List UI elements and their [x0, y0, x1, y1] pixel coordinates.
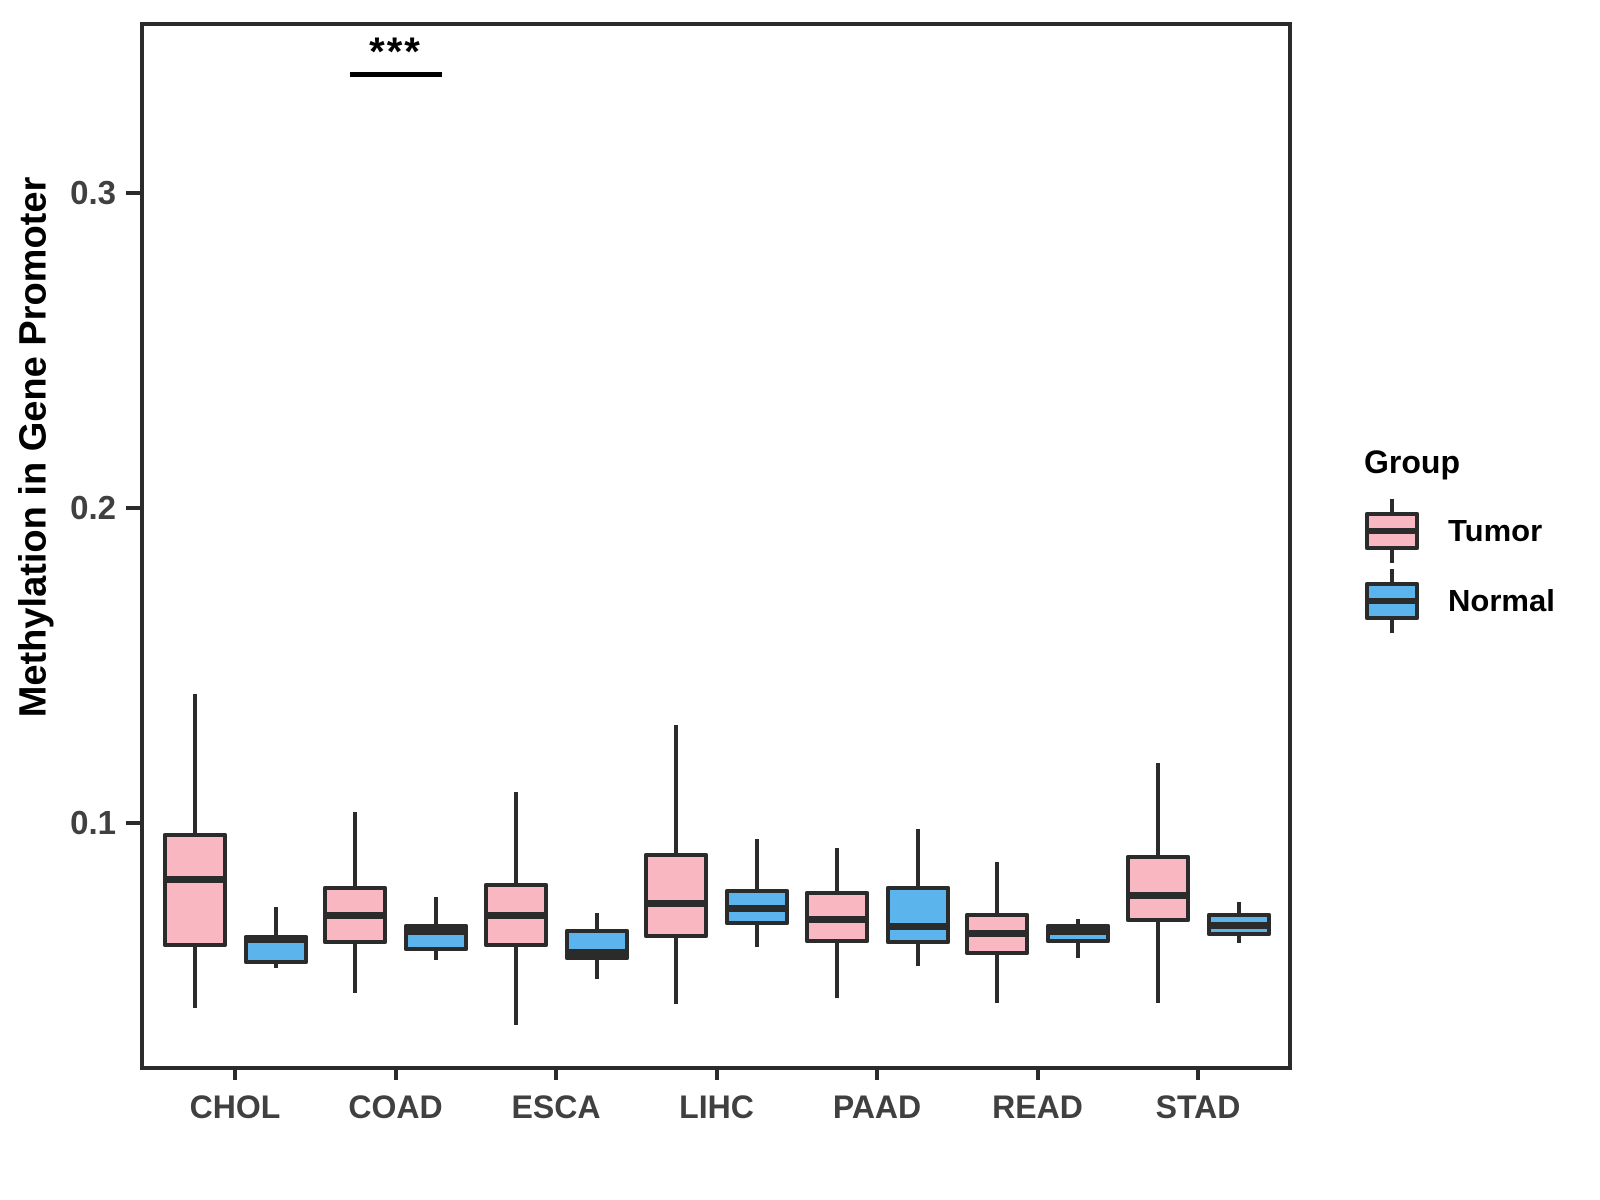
legend: Group Tumor Normal — [1362, 444, 1555, 639]
legend-boxplot-swatch-tumor — [1362, 499, 1422, 563]
y-axis-tick-label: 0.2 — [70, 489, 116, 526]
legend-item-tumor: Tumor — [1362, 499, 1555, 563]
box-tumor-lihc — [644, 852, 708, 938]
legend-rows: Tumor Normal — [1362, 499, 1555, 633]
y-axis-tick — [126, 191, 140, 195]
median-tumor-lihc — [644, 899, 708, 907]
x-axis-category-label: READ — [992, 1089, 1083, 1125]
median-normal-esca — [564, 948, 629, 956]
legend-boxplot-swatch-normal — [1362, 569, 1422, 633]
median-tumor-paad — [804, 915, 869, 923]
legend-label-normal: Normal — [1448, 583, 1555, 618]
significance-label: *** — [369, 30, 422, 74]
x-axis-tick — [233, 1068, 237, 1080]
x-axis-category-label: CHOL — [189, 1089, 281, 1125]
median-tumor-esca — [483, 912, 548, 920]
legend-item-normal: Normal — [1362, 569, 1555, 633]
x-axis-tick — [554, 1068, 558, 1080]
legend-swatch-median — [1365, 598, 1419, 604]
median-tumor-chol — [162, 875, 227, 883]
median-tumor-stad — [1125, 891, 1190, 899]
legend-title: Group — [1364, 444, 1460, 480]
median-normal-read — [1046, 928, 1110, 936]
x-axis-category-label: STAD — [1155, 1089, 1241, 1125]
plot-panel — [140, 22, 1292, 1070]
y-axis-tick — [126, 506, 140, 510]
median-tumor-coad — [323, 912, 387, 920]
box-tumor-stad — [1125, 854, 1190, 923]
median-normal-lihc — [725, 904, 789, 912]
median-normal-coad — [404, 928, 468, 936]
x-axis-tick — [1196, 1068, 1200, 1080]
median-normal-stad — [1206, 921, 1271, 929]
x-axis-category-label: PAAD — [832, 1089, 922, 1125]
x-axis-category-label: ESCA — [511, 1089, 601, 1125]
box-normal-paad — [885, 886, 950, 945]
x-axis-tick — [393, 1068, 398, 1080]
x-axis-tick — [875, 1068, 879, 1080]
legend-label-tumor: Tumor — [1448, 513, 1543, 548]
x-axis-tick — [1035, 1068, 1040, 1080]
y-axis-tick-label: 0.1 — [70, 804, 116, 841]
median-tumor-read — [965, 930, 1029, 938]
significance-line — [349, 72, 442, 77]
legend-swatch-median — [1365, 528, 1419, 534]
y-axis-title: Methylation in Gene Promoter — [12, 176, 55, 718]
x-axis-category-label: LIHC — [679, 1089, 754, 1125]
y-axis-tick-label: 0.3 — [70, 174, 116, 211]
x-axis-category-label: COAD — [348, 1089, 443, 1125]
y-axis-tick — [126, 821, 140, 825]
x-axis-tick — [714, 1068, 719, 1080]
median-normal-chol — [243, 936, 308, 944]
box-tumor-chol — [162, 833, 227, 948]
median-normal-paad — [885, 923, 950, 931]
